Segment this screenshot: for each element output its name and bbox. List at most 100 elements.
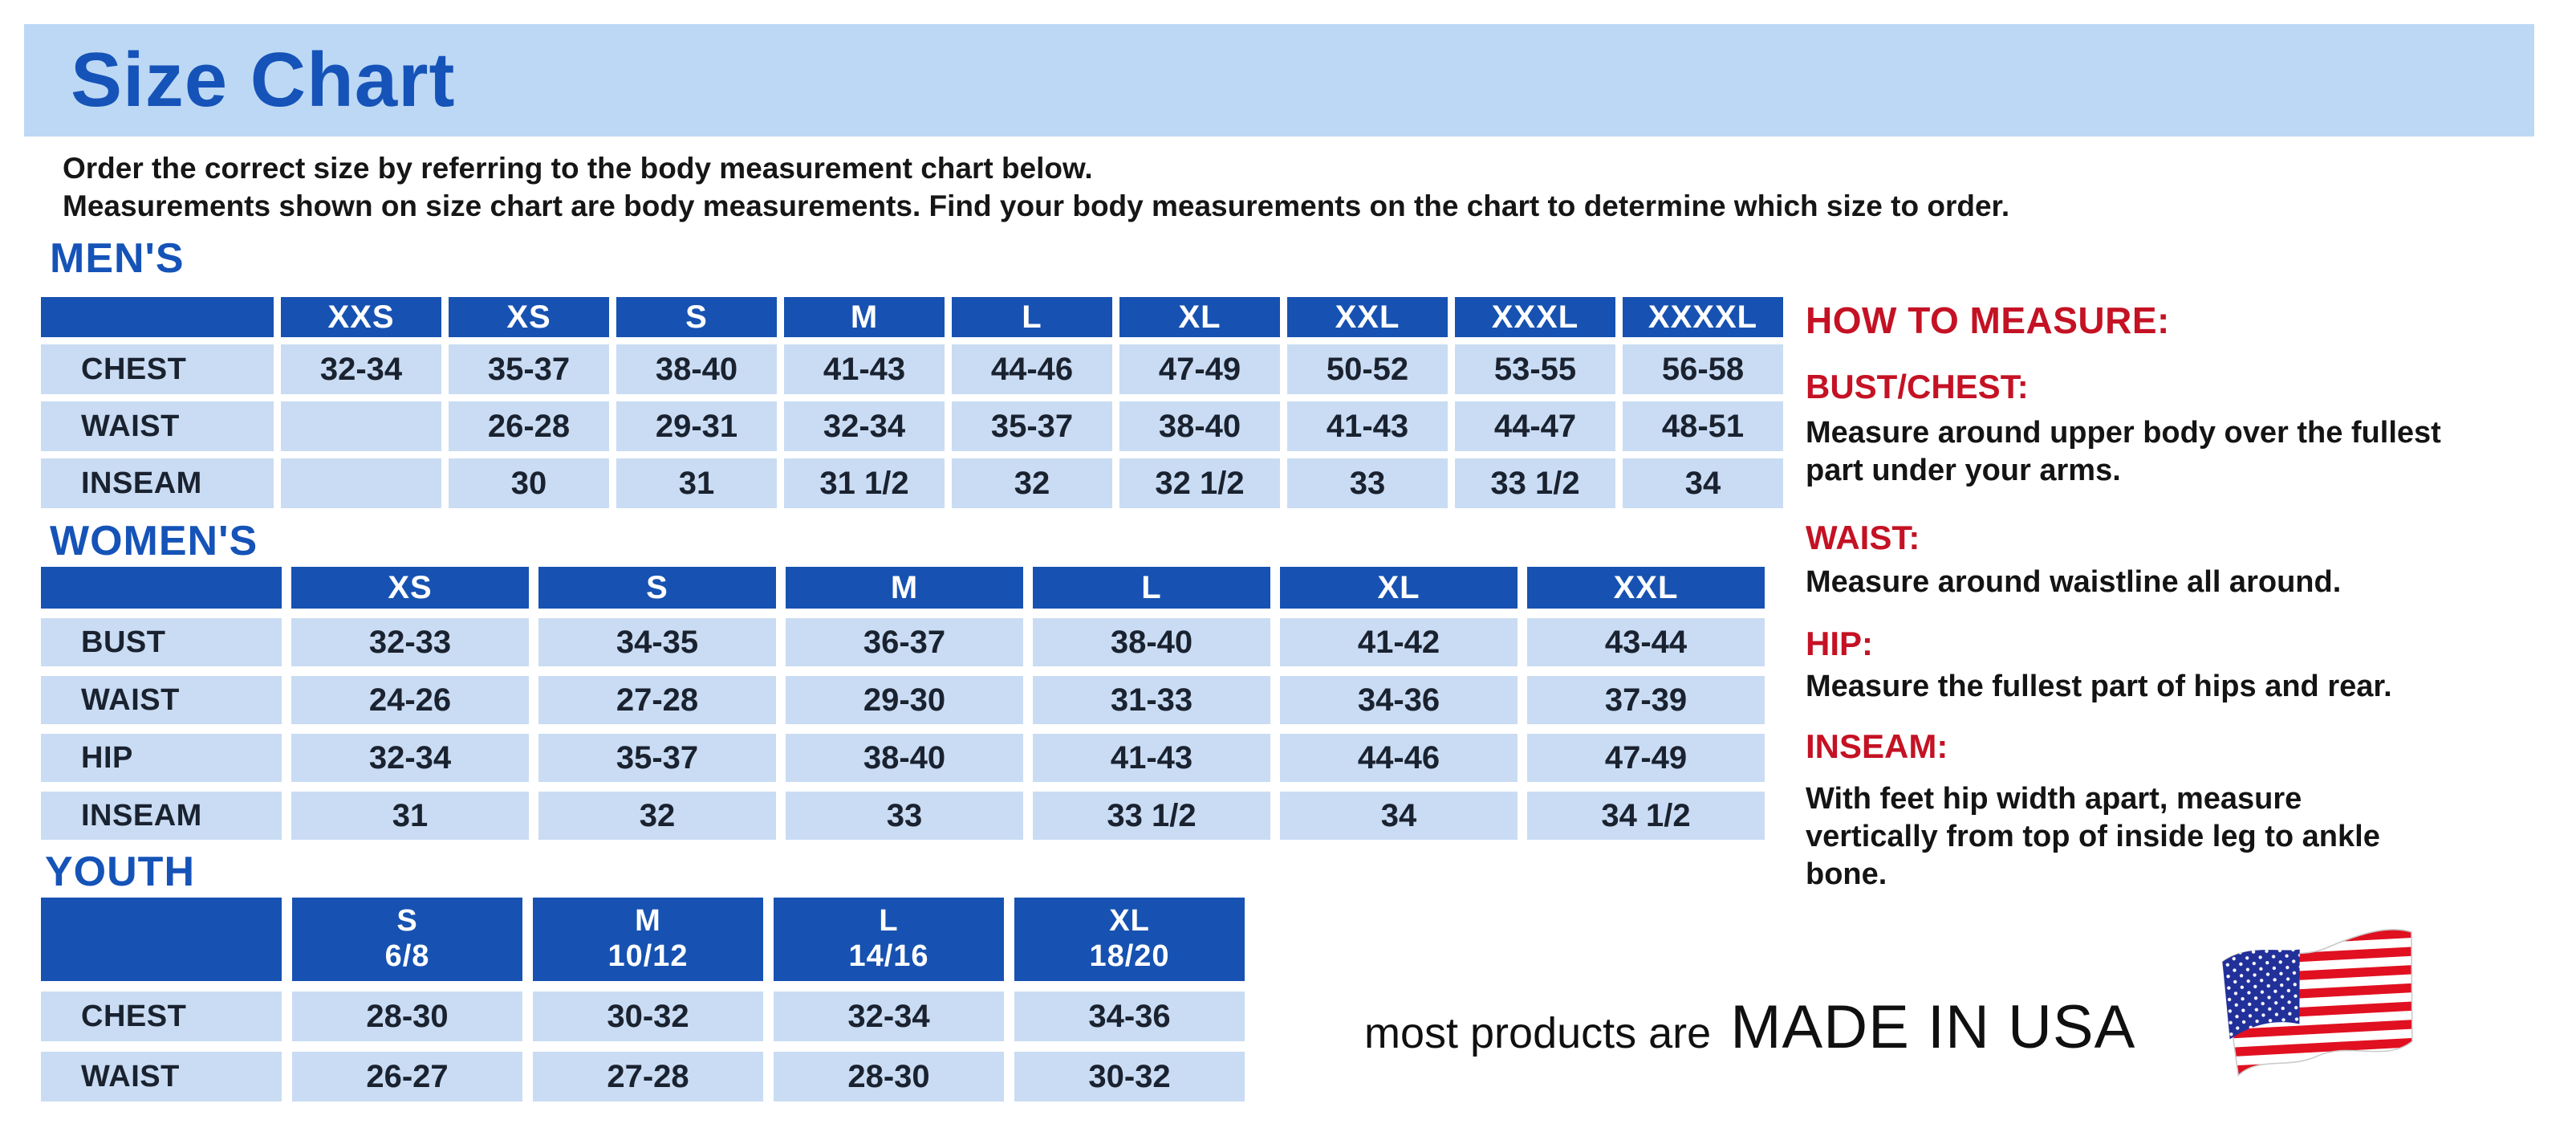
data-cell: 32-33 xyxy=(291,618,529,666)
data-cell xyxy=(281,401,441,451)
data-cell: 32-34 xyxy=(281,344,441,394)
data-cell: 34 xyxy=(1280,792,1518,840)
header-cell: S 6/8 xyxy=(292,898,522,981)
header-cell-blank xyxy=(41,297,274,337)
data-cell: 36-37 xyxy=(786,618,1023,666)
header-cell: XXXXL xyxy=(1623,297,1783,337)
header-cell: S xyxy=(538,567,776,609)
header-cell: L 14/16 xyxy=(774,898,1004,981)
data-cell: 47-49 xyxy=(1527,734,1765,782)
youth-size: XL xyxy=(1109,904,1150,939)
header-cell: XXS xyxy=(281,297,441,337)
data-cell: 37-39 xyxy=(1527,676,1765,724)
made-in-usa-prefix: most products are xyxy=(1364,1009,1712,1057)
header-cell: S xyxy=(616,297,777,337)
row-label-cell: HIP xyxy=(41,734,282,782)
data-cell: 32 1/2 xyxy=(1119,458,1280,508)
measure-description: Measure the fullest part of hips and rea… xyxy=(1806,670,2392,703)
data-cell: 26-27 xyxy=(292,1052,522,1101)
row-label-cell: WAIST xyxy=(41,676,282,724)
data-cell: 30 xyxy=(449,458,609,508)
measure-description: Measure around waistline all around. xyxy=(1806,565,2342,599)
data-cell: 33 1/2 xyxy=(1455,458,1615,508)
data-cell: 44-46 xyxy=(1280,734,1518,782)
data-cell: 44-46 xyxy=(952,344,1112,394)
data-cell: 50-52 xyxy=(1287,344,1448,394)
data-cell: 30-32 xyxy=(1014,1052,1245,1101)
row-label-cell: BUST xyxy=(41,618,282,666)
data-cell: 53-55 xyxy=(1455,344,1615,394)
data-cell: 35-37 xyxy=(952,401,1112,451)
data-cell: 56-58 xyxy=(1623,344,1783,394)
mens-section-label: MEN'S xyxy=(50,235,185,282)
header-cell: XXXL xyxy=(1455,297,1615,337)
header-cell: XL xyxy=(1280,567,1518,609)
header-cell: XS xyxy=(291,567,529,609)
youth-section-label: YOUTH xyxy=(45,849,195,895)
header-cell: XL 18/20 xyxy=(1014,898,1245,981)
data-cell: 34 1/2 xyxy=(1527,792,1765,840)
data-cell: 38-40 xyxy=(786,734,1023,782)
header-cell: XXL xyxy=(1287,297,1448,337)
data-cell: 30-32 xyxy=(533,992,763,1041)
data-cell: 41-43 xyxy=(784,344,945,394)
data-cell: 34-35 xyxy=(538,618,776,666)
youth-size: L xyxy=(879,904,899,939)
data-cell: 32 xyxy=(952,458,1112,508)
data-cell: 48-51 xyxy=(1623,401,1783,451)
data-cell: 29-31 xyxy=(616,401,777,451)
row-label-cell: WAIST xyxy=(41,1052,282,1101)
data-cell: 28-30 xyxy=(292,992,522,1041)
intro-line-2: Measurements shown on size chart are bod… xyxy=(63,189,2010,222)
data-cell: 26-28 xyxy=(449,401,609,451)
measure-term: HIP: xyxy=(1806,625,1873,662)
intro-text: Order the correct size by referring to t… xyxy=(63,149,2009,225)
youth-size-table: S 6/8 M 10/12 L 14/16 XL 18/20 CHEST 28-… xyxy=(41,898,1245,1101)
data-cell: 34-36 xyxy=(1014,992,1245,1041)
data-cell xyxy=(281,458,441,508)
header-cell-blank xyxy=(41,567,282,609)
made-in-usa-line: most products are MADE IN USA xyxy=(1364,992,2135,1062)
title-banner: Size Chart xyxy=(24,24,2534,136)
data-cell: 33 1/2 xyxy=(1033,792,1270,840)
header-cell: L xyxy=(952,297,1112,337)
data-cell: 41-43 xyxy=(1287,401,1448,451)
row-label-cell: INSEAM xyxy=(41,792,282,840)
data-cell: 29-30 xyxy=(786,676,1023,724)
measure-description: Measure around upper body over the fulle… xyxy=(1806,416,2441,487)
data-cell: 44-47 xyxy=(1455,401,1615,451)
youth-range: 14/16 xyxy=(848,939,929,973)
data-cell: 32 xyxy=(538,792,776,840)
row-label-cell: CHEST xyxy=(41,344,274,394)
data-cell: 31 xyxy=(291,792,529,840)
youth-size: S xyxy=(396,904,418,939)
data-cell: 32-34 xyxy=(774,992,1004,1041)
data-cell: 38-40 xyxy=(616,344,777,394)
data-cell: 31 xyxy=(616,458,777,508)
measure-term: INSEAM: xyxy=(1806,727,1948,765)
header-cell-blank xyxy=(41,898,282,981)
data-cell: 35-37 xyxy=(538,734,776,782)
data-cell: 38-40 xyxy=(1033,618,1270,666)
data-cell: 38-40 xyxy=(1119,401,1280,451)
data-cell: 28-30 xyxy=(774,1052,1004,1101)
data-cell: 31-33 xyxy=(1033,676,1270,724)
data-cell: 34 xyxy=(1623,458,1783,508)
data-cell: 27-28 xyxy=(533,1052,763,1101)
youth-range: 6/8 xyxy=(384,939,430,973)
data-cell: 43-44 xyxy=(1527,618,1765,666)
data-cell: 24-26 xyxy=(291,676,529,724)
header-cell: M xyxy=(786,567,1023,609)
made-in-usa-emphasis: MADE IN USA xyxy=(1730,993,2136,1061)
data-cell: 32-34 xyxy=(784,401,945,451)
header-cell: XXL xyxy=(1527,567,1765,609)
womens-section-label: WOMEN'S xyxy=(50,518,258,564)
measure-term: WAIST: xyxy=(1806,519,1920,556)
data-cell: 32-34 xyxy=(291,734,529,782)
intro-line-1: Order the correct size by referring to t… xyxy=(63,152,1093,185)
header-cell: XL xyxy=(1119,297,1280,337)
measure-description: With feet hip width apart, measure verti… xyxy=(1806,782,2380,891)
data-cell: 34-36 xyxy=(1280,676,1518,724)
data-cell: 31 1/2 xyxy=(784,458,945,508)
